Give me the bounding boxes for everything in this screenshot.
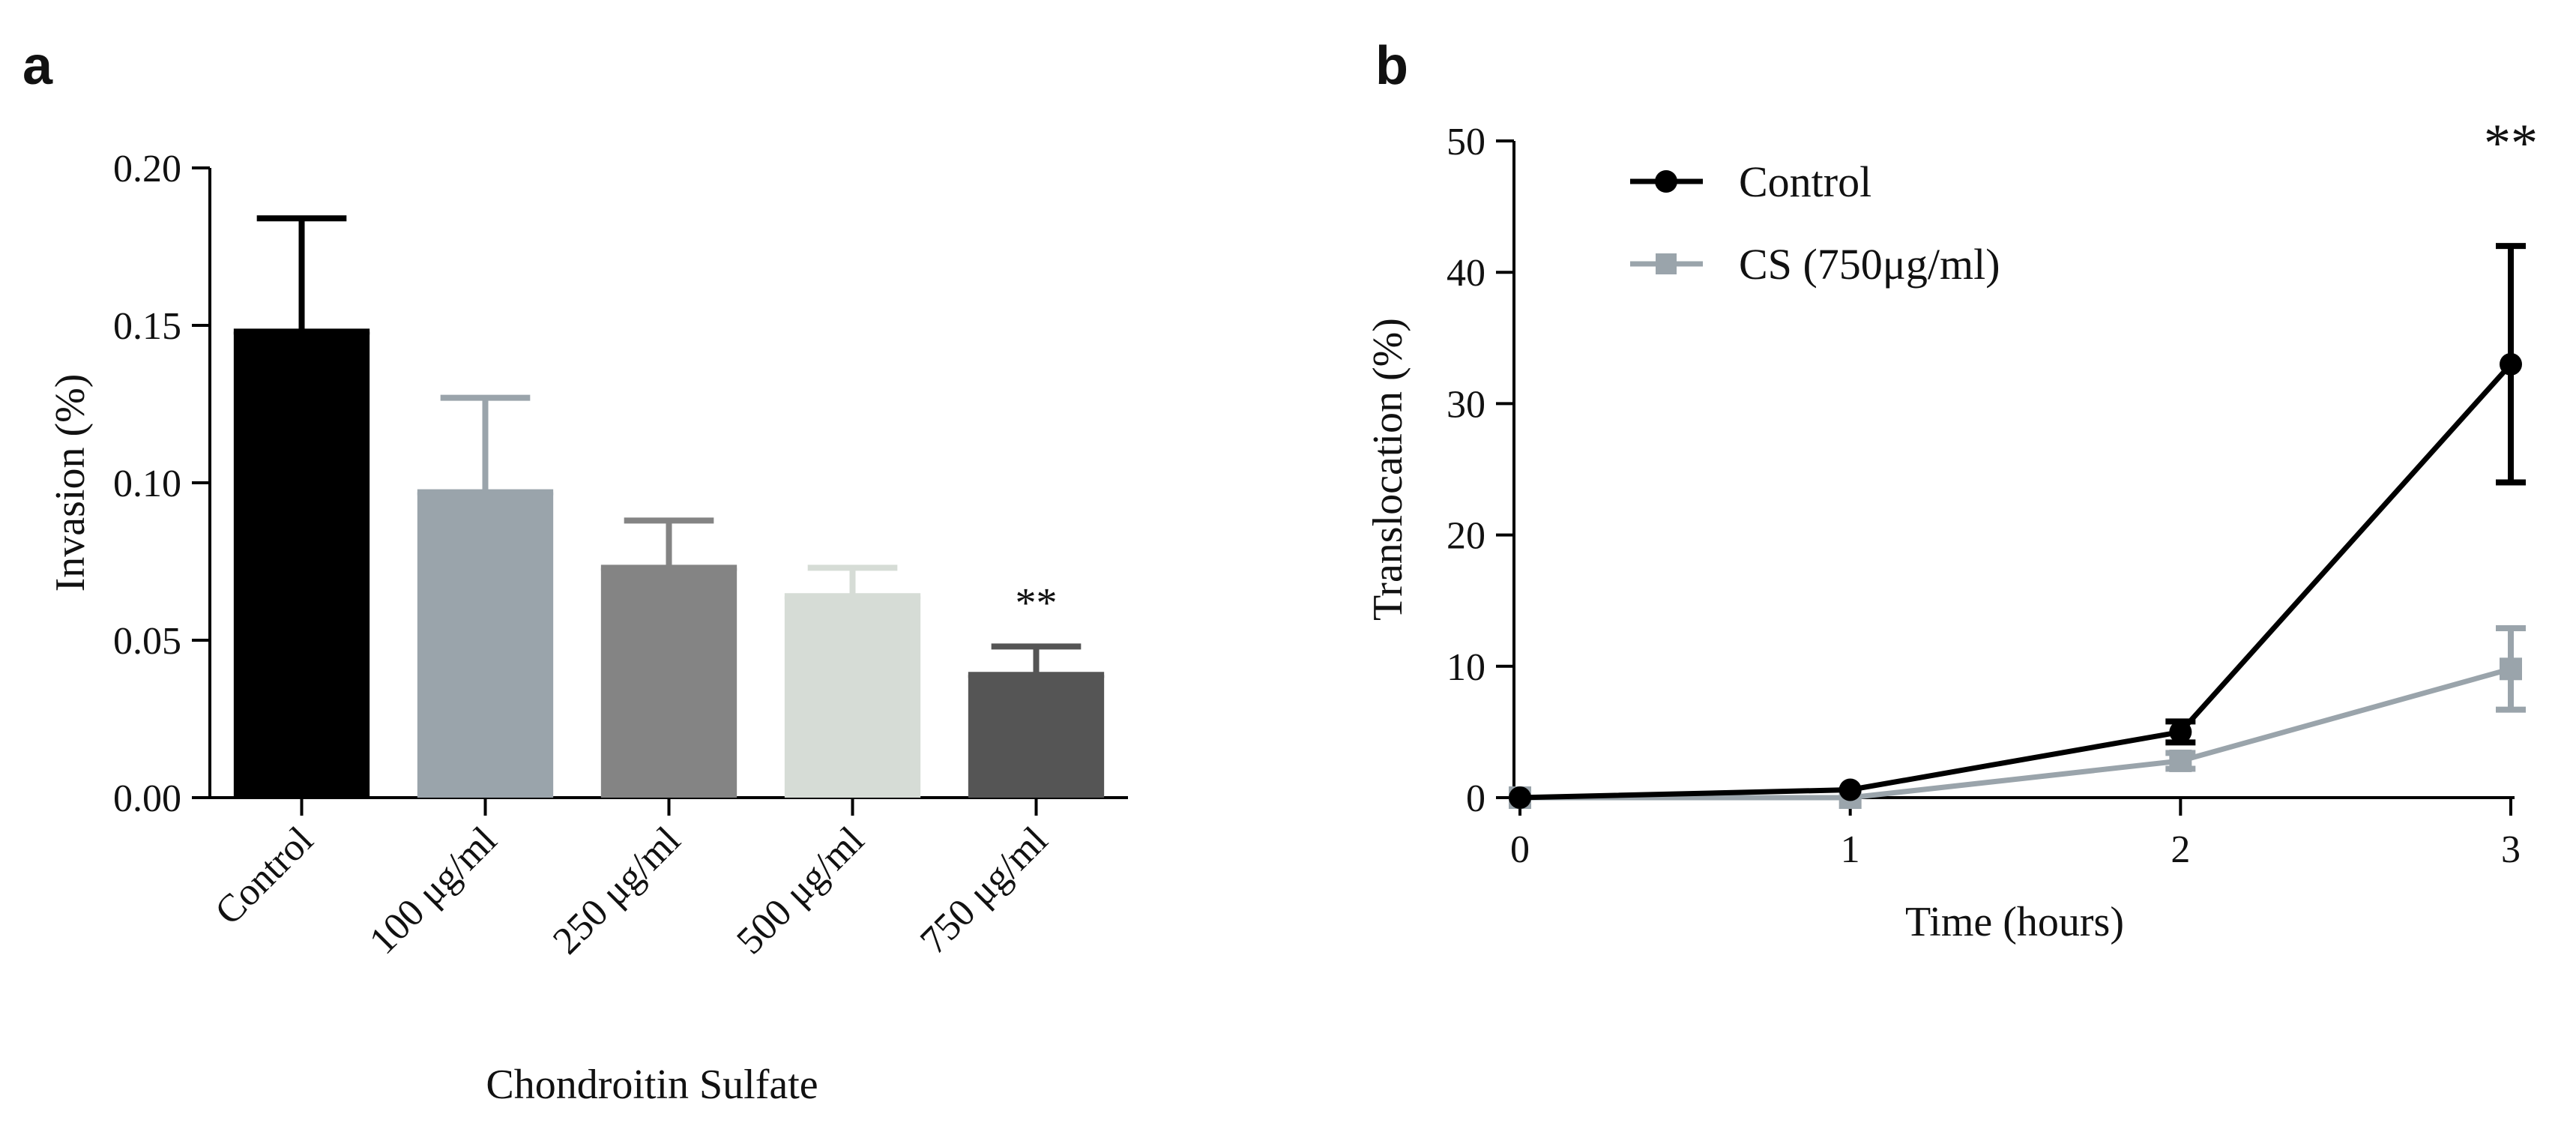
- panel-b-y-tick-label: 10: [1447, 646, 1485, 689]
- panel-b-series-line: [1520, 666, 2512, 801]
- panel-b-point: [2169, 749, 2192, 772]
- panel-b-point: [2500, 657, 2522, 681]
- panel-a-y-tick-label: 0.00: [113, 777, 181, 820]
- legend-cs-label: CS (750μg/ml): [1739, 240, 2000, 289]
- panel-a-y-tick-label: 0.05: [113, 620, 181, 663]
- panel-b-letter: b: [1375, 36, 1408, 96]
- panel-b-point: [2500, 352, 2522, 376]
- legend-cs-marker: [1656, 253, 1677, 274]
- panel-b-y-axis-title: Translocation (%): [1365, 318, 1411, 621]
- panel-a-category-label: 500 μg/ml: [729, 819, 872, 963]
- panel-b-y-tick-label: 20: [1447, 515, 1485, 558]
- legend-control-label: Control: [1739, 157, 1871, 206]
- panel-b-x-tick-label: 3: [2501, 828, 2521, 871]
- panel-b-legend: Control CS (750μg/ml): [1630, 157, 2000, 289]
- panel-b-y-tick-label: 0: [1466, 777, 1485, 820]
- panel-a-significance: **: [1016, 579, 1058, 626]
- panel-a-category-label: 750 μg/ml: [912, 819, 1056, 963]
- panel-b-x-axis-title: Time (hours): [1905, 899, 2124, 945]
- panel-b-x-tick-label: 1: [1841, 828, 1860, 871]
- panel-b-y-tick-label: 30: [1447, 383, 1485, 426]
- panel-a-letter: a: [22, 36, 53, 96]
- panel-a-y-tick-label: 0.10: [113, 463, 181, 505]
- panel-a-category-label: Control: [207, 819, 322, 933]
- panel-a-bar: [968, 675, 1105, 798]
- panel-a-y-tick-label: 0.15: [113, 305, 181, 348]
- panel-b-series-line: [1519, 362, 2513, 801]
- panel-b-x-tick-label: 2: [2171, 828, 2190, 871]
- legend-control-marker: [1655, 170, 1677, 193]
- panel-b-point: [1509, 786, 1531, 809]
- panel-a-category-label: 100 μg/ml: [361, 819, 505, 963]
- panel-b-significance: **: [2484, 113, 2538, 173]
- panel-a-y-tick-label: 0.20: [113, 148, 181, 190]
- panel-b-line-chart: Translocation (%) Time (hours) 010203040…: [1365, 113, 2538, 945]
- panel-a-bar: [417, 492, 554, 798]
- panel-a-bar-chart: Invasion (%) Chondroitin Sulfate 0.00 0.0…: [47, 148, 1128, 1108]
- panel-b-y-tick-label: 40: [1447, 252, 1485, 295]
- panel-a-y-axis-title: Invasion (%): [47, 374, 94, 592]
- panel-b-point: [2169, 720, 2192, 744]
- panel-a-x-axis-title: Chondroitin Sulfate: [486, 1062, 818, 1108]
- panel-b-x-tick-label: 0: [1510, 828, 1530, 871]
- panel-a-bar: [600, 567, 737, 798]
- panel-a-category-label: 250 μg/ml: [545, 819, 689, 963]
- panel-b-point: [1839, 778, 1862, 801]
- panel-a-bar: [233, 331, 370, 798]
- panel-b-y-tick-label: 50: [1447, 121, 1485, 163]
- panel-a-bar: [784, 596, 921, 798]
